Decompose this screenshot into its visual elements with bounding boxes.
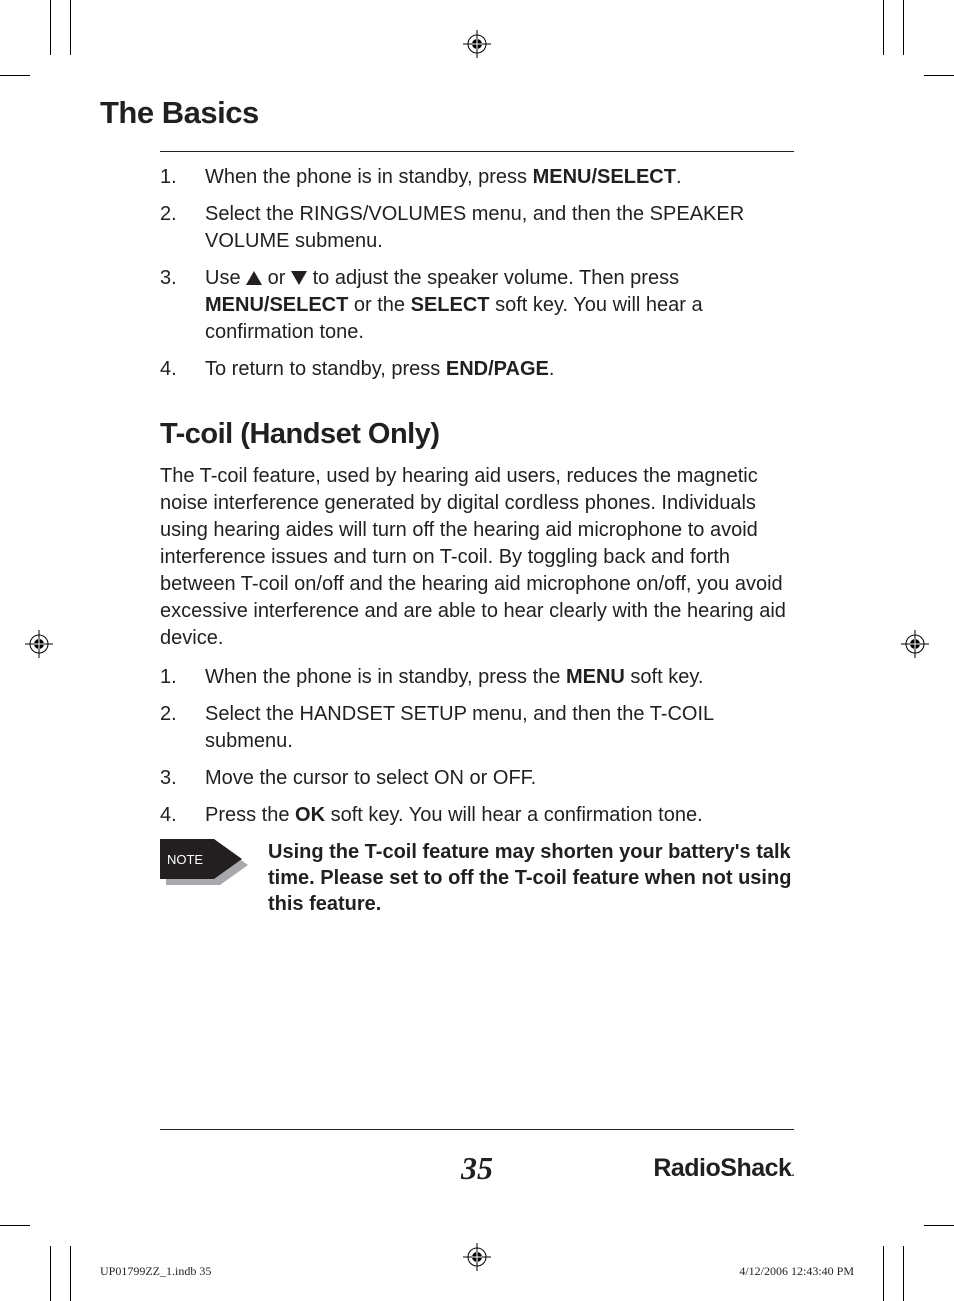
crop-mark (50, 0, 51, 55)
registration-mark-icon (25, 630, 53, 658)
print-slug: UP01799ZZ_1.indb 35 4/12/2006 12:43:40 P… (100, 1264, 854, 1279)
content-area: 1.When the phone is in standby, press ME… (100, 164, 854, 917)
crop-mark (0, 1225, 30, 1226)
note-icon: NOTE (160, 839, 250, 891)
triangle-up-icon (246, 271, 262, 285)
list-number: 2. (160, 701, 205, 755)
list-item: 3.Move the cursor to select ON or OFF. (160, 765, 794, 792)
rule (160, 151, 794, 152)
list-number: 4. (160, 356, 205, 383)
list-number: 1. (160, 164, 205, 191)
registration-mark-icon (463, 30, 491, 58)
slug-filename: UP01799ZZ_1.indb 35 (100, 1264, 211, 1279)
list-item: 4.To return to standby, press END/PAGE. (160, 356, 794, 383)
svg-text:NOTE: NOTE (167, 852, 203, 867)
crop-mark (883, 0, 884, 55)
brand-logo: RadioShack. (653, 1154, 794, 1183)
list-text: When the phone is in standby, press MENU… (205, 164, 794, 191)
list-number: 4. (160, 802, 205, 829)
section-title: The Basics (100, 95, 854, 131)
list-item: 1.When the phone is in standby, press ME… (160, 164, 794, 191)
list-item: 2.Select the HANDSET SETUP menu, and the… (160, 701, 794, 755)
registration-mark-icon (901, 630, 929, 658)
note-callout: NOTE Using the T-coil feature may shorte… (160, 839, 794, 917)
triangle-down-icon (291, 271, 307, 285)
crop-mark (50, 1246, 51, 1301)
list-text: To return to standby, press END/PAGE. (205, 356, 794, 383)
crop-mark (883, 1246, 884, 1301)
steps-list: 1.When the phone is in standby, press ME… (160, 164, 794, 383)
page-content: The Basics 1.When the phone is in standb… (100, 95, 854, 1205)
crop-mark (0, 75, 30, 76)
footer-rule (160, 1129, 794, 1130)
steps-list: 1.When the phone is in standby, press th… (160, 664, 794, 829)
list-text: Move the cursor to select ON or OFF. (205, 765, 794, 792)
list-number: 1. (160, 664, 205, 691)
note-text: Using the T-coil feature may shorten you… (268, 839, 794, 917)
list-number: 3. (160, 265, 205, 346)
list-text: Press the OK soft key. You will hear a c… (205, 802, 794, 829)
crop-mark (70, 1246, 71, 1301)
list-text: When the phone is in standby, press the … (205, 664, 794, 691)
list-item: 1.When the phone is in standby, press th… (160, 664, 794, 691)
subsection-title: T-coil (Handset Only) (160, 418, 794, 451)
list-text: Use or to adjust the speaker volume. The… (205, 265, 794, 346)
crop-mark (903, 0, 904, 55)
list-item: 2.Select the RINGS/VOLUMES menu, and the… (160, 201, 794, 255)
crop-mark (924, 1225, 954, 1226)
list-item: 4.Press the OK soft key. You will hear a… (160, 802, 794, 829)
list-text: Select the HANDSET SETUP menu, and then … (205, 701, 794, 755)
crop-mark (924, 75, 954, 76)
list-text: Select the RINGS/VOLUMES menu, and then … (205, 201, 794, 255)
crop-mark (903, 1246, 904, 1301)
list-item: 3.Use or to adjust the speaker volume. T… (160, 265, 794, 346)
paragraph: The T-coil feature, used by hearing aid … (160, 463, 794, 652)
list-number: 2. (160, 201, 205, 255)
list-number: 3. (160, 765, 205, 792)
slug-timestamp: 4/12/2006 12:43:40 PM (739, 1264, 854, 1279)
crop-mark (70, 0, 71, 55)
